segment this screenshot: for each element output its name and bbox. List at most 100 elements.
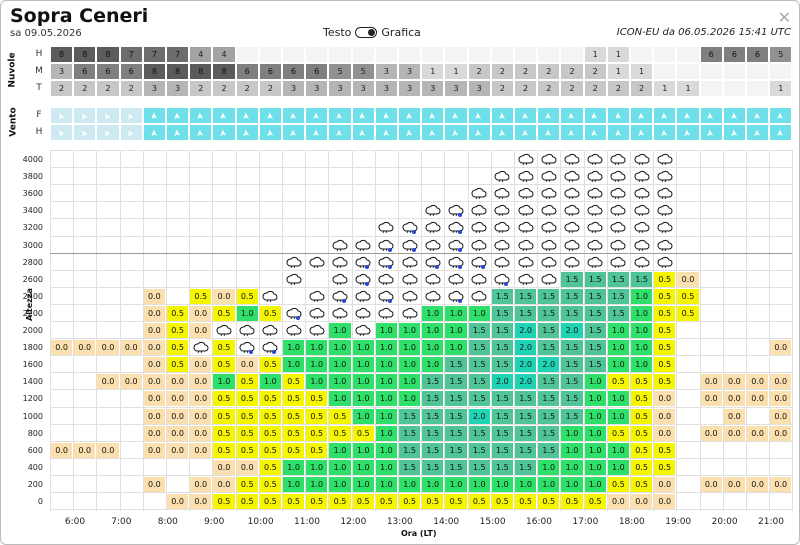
thermal-cell: 1.0 xyxy=(213,374,235,390)
cloud-icon xyxy=(353,255,374,270)
thermal-cell: 0.5 xyxy=(654,288,676,304)
thermal-cell: 0.5 xyxy=(236,442,258,458)
thermal-cell: 1.0 xyxy=(375,442,397,458)
cloud-icon xyxy=(515,169,536,184)
cloud-cell: 3 xyxy=(467,80,491,97)
grid-vline xyxy=(258,150,260,511)
wind-arrow-icon: ➤ xyxy=(659,128,671,137)
wind-cell: ➤ xyxy=(537,107,561,124)
thermal-cell: 1.5 xyxy=(468,340,490,356)
cloud-cell xyxy=(351,46,375,63)
cloud-cell: 3 xyxy=(142,80,166,97)
wind-cell: ➤ xyxy=(73,124,97,141)
wind-arrow-icon: ➤ xyxy=(195,111,207,120)
thermal-cell: 0.0 xyxy=(770,391,792,407)
thermal-cell: 0.0 xyxy=(654,476,676,492)
grid-hline xyxy=(50,286,792,288)
x-tick-label: 14:00 xyxy=(433,517,460,527)
wind-arrow-icon: ➤ xyxy=(172,111,183,120)
cloud-icon xyxy=(492,186,513,201)
wind-arrow-icon: ➤ xyxy=(311,111,323,120)
cloud-cell: 3 xyxy=(328,80,352,97)
wind-arrow-icon: ➤ xyxy=(775,111,787,120)
thermal-cell: 0.0 xyxy=(654,425,676,441)
thermal-cell: 0.0 xyxy=(167,408,189,424)
thermal-cell: 0.5 xyxy=(259,442,281,458)
toggle-label-graphic[interactable]: Grafica xyxy=(381,26,421,39)
thermal-cell: 1.0 xyxy=(561,425,583,441)
grid-vline xyxy=(328,150,330,511)
thermal-cell: 0.5 xyxy=(631,425,653,441)
cloud-icon xyxy=(538,203,559,218)
cloud-icon xyxy=(283,272,304,287)
thermal-cell: 0.0 xyxy=(654,391,676,407)
thermal-cell: 1.5 xyxy=(422,391,444,407)
grid-vline xyxy=(722,150,724,511)
cloud-icon xyxy=(329,289,350,304)
thermal-cell: 0.0 xyxy=(190,391,212,407)
cloud-cell: 8 xyxy=(142,63,166,80)
thermal-cell: 0.0 xyxy=(747,425,769,441)
wind-arrow-icon: ➤ xyxy=(265,111,276,120)
thermal-cell: 0.5 xyxy=(259,494,281,510)
wind-cell: ➤ xyxy=(699,107,723,124)
thermal-cell: 0.0 xyxy=(167,494,189,510)
cloud-icon xyxy=(585,203,606,218)
grid-hline xyxy=(50,338,792,340)
thermal-cell: 1.0 xyxy=(329,459,351,475)
wind-arrow-icon: ➤ xyxy=(682,128,694,137)
thermal-cell: 1.5 xyxy=(445,391,467,407)
thermal-cell: 1.5 xyxy=(491,425,513,441)
wind-cell: ➤ xyxy=(722,107,746,124)
cloud-cell xyxy=(769,63,793,80)
thermal-cell: 1.0 xyxy=(422,305,444,321)
thermal-cell: 1.0 xyxy=(445,305,467,321)
cloud-icon xyxy=(190,340,211,355)
cloud-cell: 2 xyxy=(189,80,213,97)
thermal-cell: 1.0 xyxy=(329,340,351,356)
view-toggle-switch[interactable] xyxy=(355,27,378,38)
wind-arrow-icon: ➤ xyxy=(78,109,91,122)
grid-vline xyxy=(421,150,423,511)
thermal-cell: 0.5 xyxy=(167,323,189,339)
thermal-cell: 0.5 xyxy=(515,494,537,510)
cloud-icon xyxy=(445,220,466,235)
cloud-icon xyxy=(515,255,536,270)
thermal-cell: 1.5 xyxy=(538,442,560,458)
cloud-icon xyxy=(492,220,513,235)
y-tick-label: 3600 xyxy=(22,189,43,199)
cloud-cell: 6 xyxy=(722,46,746,63)
thermal-cell: 0.0 xyxy=(143,357,165,373)
grid-vline xyxy=(166,150,167,511)
thermal-cell: 1.5 xyxy=(399,425,421,441)
cloud-icon xyxy=(445,203,466,218)
y-tick-label: 1200 xyxy=(22,394,43,404)
wind-arrow-icon: ➤ xyxy=(334,128,346,137)
thermal-cell: 1.5 xyxy=(538,425,560,441)
cloud-cell: 1 xyxy=(583,46,607,63)
cloud-icon xyxy=(376,306,397,321)
wind-cell: ➤ xyxy=(630,124,654,141)
thermal-cell: 0.0 xyxy=(143,288,165,304)
wind-cell: ➤ xyxy=(699,124,723,141)
cloud-cell: 6 xyxy=(96,63,120,80)
thermal-cell: 0.0 xyxy=(700,374,722,390)
cloud-icon xyxy=(561,220,582,235)
grid-hline xyxy=(50,509,792,511)
cloud-icon xyxy=(399,272,420,287)
thermal-cell: 0.5 xyxy=(213,391,235,407)
cloud-icon xyxy=(492,238,513,253)
thermal-cell: 1.5 xyxy=(584,288,606,304)
close-icon[interactable]: ✕ xyxy=(777,8,791,27)
wind-arrow-icon: ➤ xyxy=(149,128,160,137)
thermal-cell: 1.5 xyxy=(561,340,583,356)
thermal-cell: 0.5 xyxy=(236,494,258,510)
thermal-cell: 1.5 xyxy=(491,442,513,458)
toggle-label-text[interactable]: Testo xyxy=(323,26,352,39)
wind-arrow-icon: ➤ xyxy=(520,128,531,137)
thermal-cell: 0.0 xyxy=(143,408,165,424)
grid-vline xyxy=(212,150,214,511)
thermal-cell: 1.0 xyxy=(631,340,653,356)
thermal-cell: 1.5 xyxy=(561,357,583,373)
thermal-cell: 0.0 xyxy=(631,494,653,510)
